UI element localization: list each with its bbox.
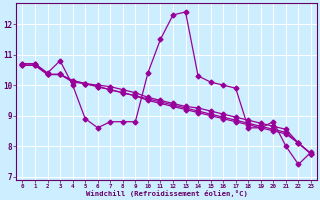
X-axis label: Windchill (Refroidissement éolien,°C): Windchill (Refroidissement éolien,°C) bbox=[86, 190, 248, 197]
